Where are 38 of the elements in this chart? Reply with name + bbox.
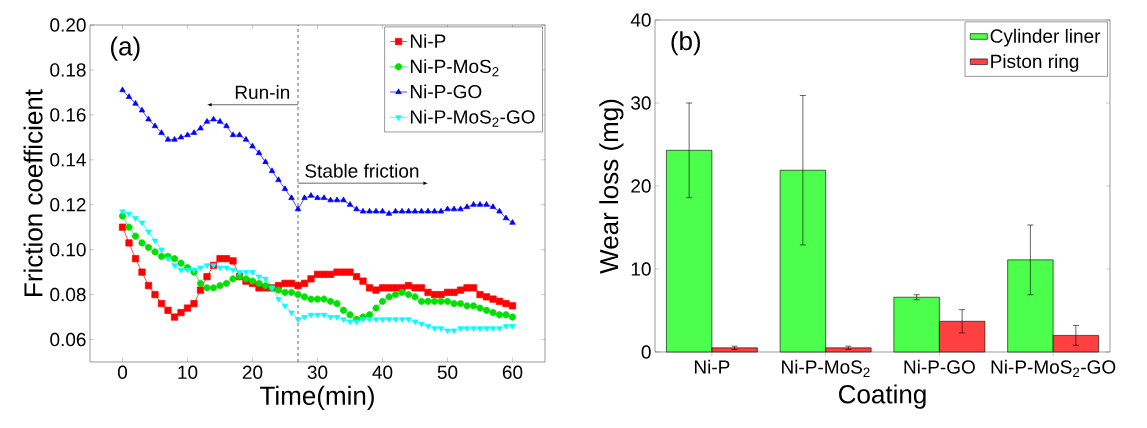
legend-label: Ni-P-MoS$_{2}$	[410, 59, 499, 77]
x-axis-title: Time(min)	[260, 385, 374, 411]
y-tick-label: 30	[631, 96, 651, 110]
x-tick-label: Ni-P-GO	[904, 359, 975, 374]
y-tick-label: 40	[630, 13, 651, 27]
x-tick-label: 60	[502, 365, 523, 379]
annotation: Stable friction	[305, 163, 419, 178]
annotation: (b)	[671, 31, 701, 56]
legend-label: Cylinder liner	[990, 28, 1101, 47]
y-axis-title: Wear loss (mg)	[599, 99, 624, 274]
x-tick-label: Ni-P-MoS$_{2}$-GO	[991, 359, 1116, 377]
x-tick-label: 50	[437, 365, 458, 379]
x-tick-label: 40	[372, 365, 393, 379]
legend-label: Ni-P	[410, 33, 446, 48]
annotation: Run-in	[235, 85, 290, 100]
x-tick-label: 10	[178, 365, 198, 379]
x-tick-label: Ni-P	[694, 359, 730, 374]
x-tick-label: 0	[117, 365, 128, 379]
y-tick-label: 20	[631, 179, 651, 193]
legend-label: Ni-P-MoS$_{2}$-GO	[410, 109, 535, 127]
y-tick-label: 0.18	[50, 63, 86, 77]
annotation: (a)	[111, 36, 140, 61]
x-tick-label: Ni-P-MoS$_{2}$	[782, 359, 870, 377]
legend-label: Ni-P-GO	[410, 84, 482, 99]
y-tick-label: 0.20	[50, 18, 86, 32]
y-tick-label: 0.10	[50, 242, 86, 257]
y-tick-label: 0.16	[50, 108, 86, 122]
y-tick-label: 0	[641, 345, 651, 359]
y-tick-label: 0.12	[50, 198, 86, 212]
y-axis-title: Friction coefficient	[23, 89, 43, 296]
y-tick-label: 0.08	[50, 287, 86, 302]
legend-label: Piston ring	[991, 54, 1079, 72]
y-tick-label: 0.06	[50, 332, 86, 347]
y-tick-label: 10	[631, 262, 651, 276]
x-axis-title: Coating	[839, 384, 926, 409]
x-tick-label: 30	[307, 365, 328, 379]
x-tick-label: 20	[242, 365, 263, 379]
y-tick-label: 0.14	[50, 153, 86, 167]
